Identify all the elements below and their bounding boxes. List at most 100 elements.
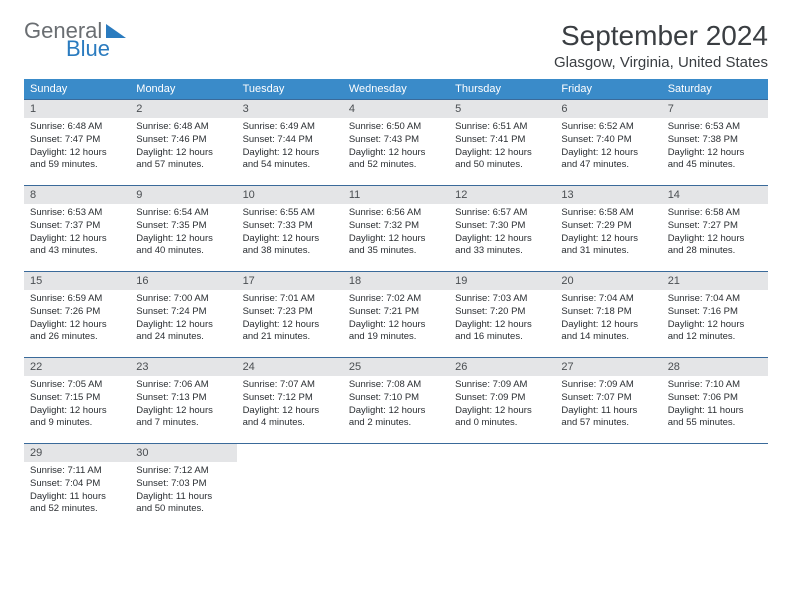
calendar-day-cell: 3Sunrise: 6:49 AMSunset: 7:44 PMDaylight… (237, 100, 343, 186)
day-info: Sunrise: 6:56 AMSunset: 7:32 PMDaylight:… (343, 204, 449, 261)
day-info: Sunrise: 7:05 AMSunset: 7:15 PMDaylight:… (24, 376, 130, 433)
day-info: Sunrise: 6:52 AMSunset: 7:40 PMDaylight:… (555, 118, 661, 175)
day-number: 8 (24, 186, 130, 204)
calendar-day-cell: 2Sunrise: 6:48 AMSunset: 7:46 PMDaylight… (130, 100, 236, 186)
calendar-week-row: 29Sunrise: 7:11 AMSunset: 7:04 PMDayligh… (24, 444, 768, 530)
day-number: 28 (662, 358, 768, 376)
weekday-header: Thursday (449, 79, 555, 100)
calendar-day-cell: 13Sunrise: 6:58 AMSunset: 7:29 PMDayligh… (555, 186, 661, 272)
calendar-day-cell: 28Sunrise: 7:10 AMSunset: 7:06 PMDayligh… (662, 358, 768, 444)
weekday-header: Saturday (662, 79, 768, 100)
day-number: 18 (343, 272, 449, 290)
calendar-day-cell: 4Sunrise: 6:50 AMSunset: 7:43 PMDaylight… (343, 100, 449, 186)
calendar-empty-cell (237, 444, 343, 530)
calendar-day-cell: 27Sunrise: 7:09 AMSunset: 7:07 PMDayligh… (555, 358, 661, 444)
location: Glasgow, Virginia, United States (554, 54, 768, 71)
calendar-week-row: 15Sunrise: 6:59 AMSunset: 7:26 PMDayligh… (24, 272, 768, 358)
day-info: Sunrise: 6:48 AMSunset: 7:47 PMDaylight:… (24, 118, 130, 175)
calendar-day-cell: 18Sunrise: 7:02 AMSunset: 7:21 PMDayligh… (343, 272, 449, 358)
logo-blue-text: Blue (66, 38, 144, 60)
weekday-header: Wednesday (343, 79, 449, 100)
day-number: 16 (130, 272, 236, 290)
day-number: 13 (555, 186, 661, 204)
calendar-day-cell: 25Sunrise: 7:08 AMSunset: 7:10 PMDayligh… (343, 358, 449, 444)
day-info: Sunrise: 6:58 AMSunset: 7:29 PMDaylight:… (555, 204, 661, 261)
weekday-header: Sunday (24, 79, 130, 100)
day-number: 23 (130, 358, 236, 376)
day-number: 22 (24, 358, 130, 376)
calendar-empty-cell (449, 444, 555, 530)
calendar-day-cell: 24Sunrise: 7:07 AMSunset: 7:12 PMDayligh… (237, 358, 343, 444)
day-info: Sunrise: 6:49 AMSunset: 7:44 PMDaylight:… (237, 118, 343, 175)
day-info: Sunrise: 6:54 AMSunset: 7:35 PMDaylight:… (130, 204, 236, 261)
day-number: 12 (449, 186, 555, 204)
day-info: Sunrise: 6:59 AMSunset: 7:26 PMDaylight:… (24, 290, 130, 347)
calendar-body: 1Sunrise: 6:48 AMSunset: 7:47 PMDaylight… (24, 100, 768, 530)
day-info: Sunrise: 6:53 AMSunset: 7:37 PMDaylight:… (24, 204, 130, 261)
day-number: 20 (555, 272, 661, 290)
day-info: Sunrise: 7:00 AMSunset: 7:24 PMDaylight:… (130, 290, 236, 347)
day-info: Sunrise: 6:57 AMSunset: 7:30 PMDaylight:… (449, 204, 555, 261)
weekday-header: Monday (130, 79, 236, 100)
day-info: Sunrise: 7:01 AMSunset: 7:23 PMDaylight:… (237, 290, 343, 347)
day-info: Sunrise: 7:10 AMSunset: 7:06 PMDaylight:… (662, 376, 768, 433)
day-number: 6 (555, 100, 661, 118)
calendar-day-cell: 8Sunrise: 6:53 AMSunset: 7:37 PMDaylight… (24, 186, 130, 272)
calendar-day-cell: 17Sunrise: 7:01 AMSunset: 7:23 PMDayligh… (237, 272, 343, 358)
day-number: 7 (662, 100, 768, 118)
calendar-day-cell: 21Sunrise: 7:04 AMSunset: 7:16 PMDayligh… (662, 272, 768, 358)
day-info: Sunrise: 6:53 AMSunset: 7:38 PMDaylight:… (662, 118, 768, 175)
day-number: 17 (237, 272, 343, 290)
day-number: 2 (130, 100, 236, 118)
day-info: Sunrise: 7:07 AMSunset: 7:12 PMDaylight:… (237, 376, 343, 433)
title-block: September 2024 Glasgow, Virginia, United… (554, 20, 768, 71)
calendar-day-cell: 5Sunrise: 6:51 AMSunset: 7:41 PMDaylight… (449, 100, 555, 186)
day-info: Sunrise: 6:50 AMSunset: 7:43 PMDaylight:… (343, 118, 449, 175)
calendar-page: General Blue September 2024 Glasgow, Vir… (0, 0, 792, 550)
calendar-day-cell: 26Sunrise: 7:09 AMSunset: 7:09 PMDayligh… (449, 358, 555, 444)
calendar-day-cell: 1Sunrise: 6:48 AMSunset: 7:47 PMDaylight… (24, 100, 130, 186)
calendar-table: SundayMondayTuesdayWednesdayThursdayFrid… (24, 79, 768, 530)
day-number: 24 (237, 358, 343, 376)
day-number: 4 (343, 100, 449, 118)
day-info: Sunrise: 7:09 AMSunset: 7:09 PMDaylight:… (449, 376, 555, 433)
day-number: 26 (449, 358, 555, 376)
calendar-day-cell: 9Sunrise: 6:54 AMSunset: 7:35 PMDaylight… (130, 186, 236, 272)
day-number: 14 (662, 186, 768, 204)
calendar-day-cell: 6Sunrise: 6:52 AMSunset: 7:40 PMDaylight… (555, 100, 661, 186)
calendar-header-row: SundayMondayTuesdayWednesdayThursdayFrid… (24, 79, 768, 100)
calendar-empty-cell (555, 444, 661, 530)
day-number: 3 (237, 100, 343, 118)
page-title: September 2024 (554, 20, 768, 52)
day-info: Sunrise: 7:11 AMSunset: 7:04 PMDaylight:… (24, 462, 130, 519)
calendar-day-cell: 14Sunrise: 6:58 AMSunset: 7:27 PMDayligh… (662, 186, 768, 272)
calendar-day-cell: 30Sunrise: 7:12 AMSunset: 7:03 PMDayligh… (130, 444, 236, 530)
day-info: Sunrise: 7:12 AMSunset: 7:03 PMDaylight:… (130, 462, 236, 519)
day-info: Sunrise: 7:08 AMSunset: 7:10 PMDaylight:… (343, 376, 449, 433)
weekday-header: Tuesday (237, 79, 343, 100)
day-number: 25 (343, 358, 449, 376)
day-number: 9 (130, 186, 236, 204)
calendar-week-row: 22Sunrise: 7:05 AMSunset: 7:15 PMDayligh… (24, 358, 768, 444)
day-info: Sunrise: 7:03 AMSunset: 7:20 PMDaylight:… (449, 290, 555, 347)
calendar-day-cell: 23Sunrise: 7:06 AMSunset: 7:13 PMDayligh… (130, 358, 236, 444)
day-number: 10 (237, 186, 343, 204)
day-number: 27 (555, 358, 661, 376)
calendar-day-cell: 7Sunrise: 6:53 AMSunset: 7:38 PMDaylight… (662, 100, 768, 186)
day-number: 15 (24, 272, 130, 290)
day-info: Sunrise: 7:02 AMSunset: 7:21 PMDaylight:… (343, 290, 449, 347)
header: General Blue September 2024 Glasgow, Vir… (24, 20, 768, 71)
calendar-day-cell: 29Sunrise: 7:11 AMSunset: 7:04 PMDayligh… (24, 444, 130, 530)
calendar-day-cell: 20Sunrise: 7:04 AMSunset: 7:18 PMDayligh… (555, 272, 661, 358)
day-number: 21 (662, 272, 768, 290)
calendar-day-cell: 10Sunrise: 6:55 AMSunset: 7:33 PMDayligh… (237, 186, 343, 272)
day-info: Sunrise: 6:58 AMSunset: 7:27 PMDaylight:… (662, 204, 768, 261)
day-number: 11 (343, 186, 449, 204)
day-info: Sunrise: 7:09 AMSunset: 7:07 PMDaylight:… (555, 376, 661, 433)
logo: General Blue (24, 20, 126, 64)
calendar-empty-cell (662, 444, 768, 530)
calendar-day-cell: 15Sunrise: 6:59 AMSunset: 7:26 PMDayligh… (24, 272, 130, 358)
calendar-day-cell: 12Sunrise: 6:57 AMSunset: 7:30 PMDayligh… (449, 186, 555, 272)
day-number: 1 (24, 100, 130, 118)
day-number: 5 (449, 100, 555, 118)
